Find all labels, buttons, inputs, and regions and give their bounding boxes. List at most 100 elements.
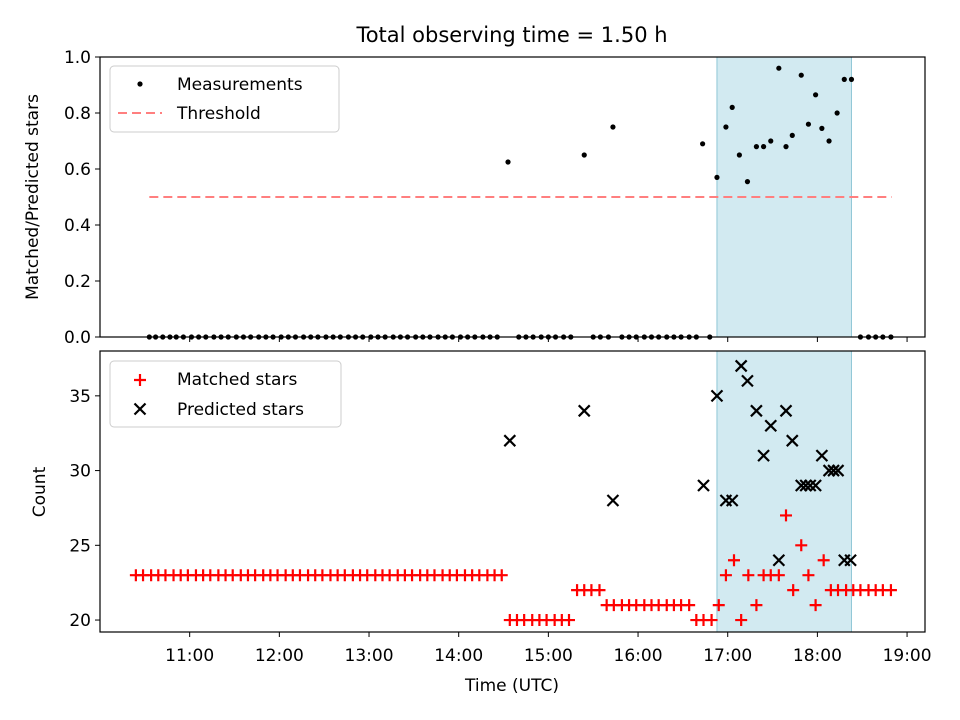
measurement-point [610,124,616,130]
measurement-point [736,152,742,158]
xtick-label: 14:00 [434,646,483,666]
predicted-star-point [606,494,620,507]
measurement-point [768,138,774,144]
bottom-legend: Matched stars Predicted stars [109,360,342,428]
matched-star-point [727,554,740,567]
legend-measurements-label: Measurements [177,75,303,95]
predicted-star-point [809,479,822,492]
bottom-ytick-label: 20 [69,611,91,631]
top-ytick-label: 1.0 [64,48,91,68]
predicted-star-point [794,479,808,492]
measurement-point [848,76,855,82]
xtick-label: 12:00 [255,646,304,666]
predicted-star-point [697,479,710,492]
top-axes-frame [99,56,926,338]
top-ytick-label: 0.6 [64,160,91,180]
matched-star-point [593,584,606,597]
measurement-point [744,179,751,185]
predicted-star-point [750,404,763,418]
bottom-ytick-label: 30 [69,462,91,482]
top-legend-box [109,65,340,133]
legend-predicted-marker [133,402,147,416]
predicted-star-point [772,553,786,567]
measurement-point [714,174,720,180]
bottom-xticks: 11:00 12:00 13:00 14:00 15:00 16:00 17:00 18:00… [165,632,932,666]
legend-predicted-label: Predicted stars [177,400,304,420]
top-ytick-label: 0.2 [64,272,91,292]
measurement-point [729,104,735,110]
measurement-point [789,132,795,138]
legend-matched-marker [134,374,146,386]
bottom-axes-frame [99,350,926,633]
measurement-point [841,76,847,82]
measurement-point [834,110,840,116]
legend-threshold-label: Threshold [176,104,261,124]
predicted-star-point [725,494,739,507]
measurement-points [146,65,894,340]
predicted-star-point [827,464,840,477]
matched-star-point [712,599,725,612]
predicted-star-point [779,404,793,418]
matched-star-point [742,569,755,582]
legend-measurements-marker [137,81,143,87]
bottom-ytick-label: 35 [69,387,91,407]
matched-star-point [495,569,508,582]
bottom-yticks: 20 25 30 35 [69,387,100,631]
matched-star-point [884,584,897,597]
predicted-star-point [831,464,845,477]
measurement-point [819,125,825,131]
xtick-label: 11:00 [165,646,214,666]
predicted-star-point [815,449,829,462]
measurement-point [700,141,706,147]
matched-star-point [780,509,793,522]
x-axis-label: Time (UTC) [464,676,559,696]
predicted-star-point [822,464,836,477]
xtick-label: 19:00 [883,646,932,666]
legend-matched-label: Matched stars [177,370,297,390]
predicted-star-point [799,479,813,492]
predicted-star-point [503,434,517,447]
predicted-star-point [741,374,754,388]
matched-star-point [772,569,785,582]
bottom-ytick-label: 25 [69,536,91,556]
xtick-label: 16:00 [614,646,663,666]
predicted-star-point [803,479,817,492]
measurement-point [798,72,804,78]
matched-star-point [735,614,748,627]
matched-star-point [787,584,800,597]
measurement-point [776,65,782,71]
predicted-stars-points [503,359,857,567]
matched-star-point [817,554,830,567]
predicted-star-point [764,419,778,433]
matched-star-point [795,539,808,552]
predicted-star-point [844,553,857,567]
measurement-point [581,152,587,158]
matched-star-point [750,599,763,612]
top-ytick-label: 0.0 [64,328,91,348]
measurement-point [812,92,819,98]
top-ytick-label: 0.8 [64,104,91,124]
predicted-star-point [710,389,724,403]
bottom-legend-box [109,360,342,428]
predicted-star-point [577,404,591,418]
measurement-point [826,138,832,144]
measurement-point [760,144,767,150]
top-xticks [189,337,908,342]
measurement-point [753,144,760,150]
matched-star-point [809,599,822,612]
xtick-label: 15:00 [524,646,573,666]
matched-star-point [683,599,696,612]
top-ylabel: Matched/Predicted stars [23,94,43,300]
measurement-point [805,121,812,127]
matched-star-point [802,569,815,582]
bottom-shaded-span [716,350,852,633]
matched-star-point [562,614,575,627]
measurement-point [505,159,511,165]
matched-stars-points [129,509,897,627]
top-panel: 0.0 0.2 0.4 0.6 0.8 1.0 Matched/Predicted sta… [23,48,926,348]
bottom-ylabel: Count [30,466,50,517]
measurement-point [723,124,729,130]
top-legend: Measurements Threshold [109,65,340,133]
top-yticks: 0.0 0.2 0.4 0.6 0.8 1.0 [64,48,100,348]
